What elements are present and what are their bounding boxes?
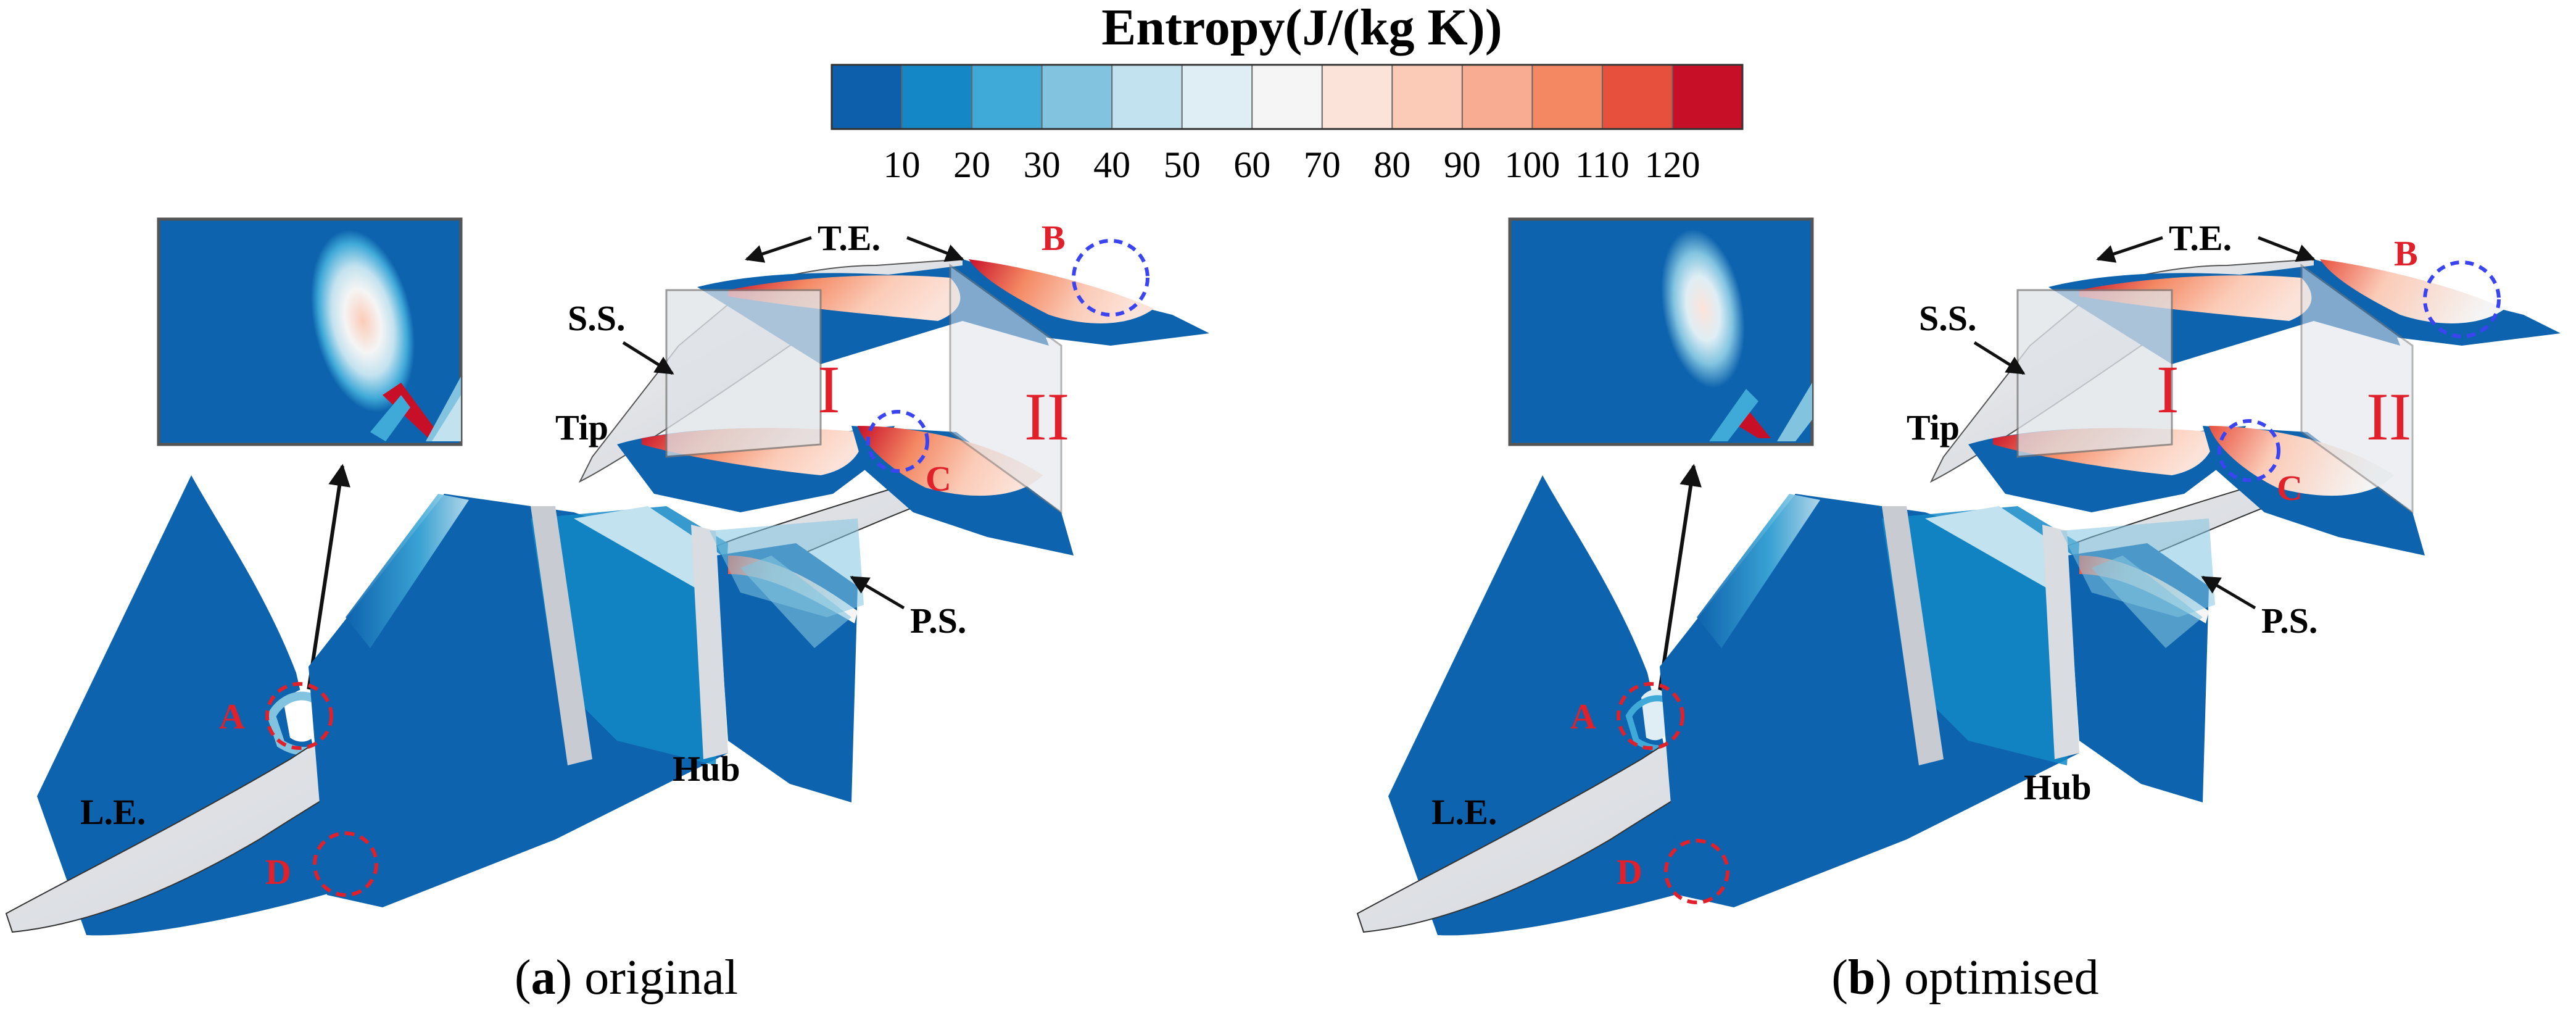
label-tip: Tip — [555, 407, 608, 447]
label-leading-edge: L.E. — [80, 792, 146, 832]
colorbar-tick-label: 40 — [1093, 144, 1130, 185]
label-tip: Tip — [1907, 407, 1960, 447]
caption-optimised: (b) optimised — [1831, 951, 2098, 1005]
colorbar-tick-label: 110 — [1575, 144, 1630, 185]
label-point-b: B — [1042, 218, 1066, 258]
colorbar-swatch — [1671, 64, 1744, 130]
label-hub: Hub — [2024, 767, 2092, 807]
panel-optimised: T.E. S.S. Tip P.S. Hub L.E. I II A D B C… — [1356, 217, 2561, 1005]
colorbar-tick-label: 50 — [1164, 144, 1201, 185]
colorbar-tick-label: 30 — [1024, 144, 1061, 185]
label-hub: Hub — [673, 749, 740, 789]
label-point-d: D — [1617, 852, 1642, 892]
highlight-circle-d — [1664, 839, 1729, 904]
blade-row-one — [2016, 289, 2173, 458]
label-suction-side: S.S. — [1919, 298, 2026, 375]
colorbar-swatch — [1181, 64, 1253, 130]
svg-text:P.S.: P.S. — [2261, 601, 2317, 641]
colorbar-tick-label: 70 — [1304, 144, 1341, 185]
label-point-a: A — [1570, 696, 1596, 736]
highlight-circle-b — [1072, 239, 1149, 317]
colorbar-frame — [830, 64, 1744, 130]
highlight-circle-c — [866, 410, 929, 473]
label-point-b: B — [2394, 233, 2418, 273]
colorbar-swatch — [1531, 64, 1604, 130]
svg-text:S.S.: S.S. — [568, 298, 626, 338]
label-suction-side: S.S. — [568, 298, 674, 375]
inset-zoom-box — [157, 217, 463, 446]
label-trailing-edge: T.E. — [745, 218, 964, 263]
colorbar-tick-label: 10 — [884, 144, 921, 185]
blade-row-two — [2300, 264, 2414, 514]
inset-zoom-box — [1508, 217, 1814, 446]
colorbar-tick-label: 120 — [1644, 144, 1700, 185]
highlight-circle-c — [2218, 419, 2280, 482]
blade-row-one — [665, 289, 822, 458]
colorbar-swatch — [901, 64, 973, 130]
label-row-one: I — [2156, 352, 2179, 427]
highlight-circle-d — [313, 831, 378, 897]
colorbar-tick-label: 100 — [1504, 144, 1560, 185]
colorbar-swatch — [971, 64, 1043, 130]
colorbar-swatch — [1111, 64, 1183, 130]
colorbar-swatch — [1461, 64, 1533, 130]
colorbar-swatch — [1601, 64, 1673, 130]
label-trailing-edge: T.E. — [2096, 218, 2316, 263]
label-row-one: I — [818, 352, 840, 427]
caption-original: (a) original — [515, 951, 738, 1005]
blade-row-two — [949, 264, 1062, 514]
highlight-circle-a — [265, 682, 333, 750]
colorbar-tick-label: 90 — [1444, 144, 1481, 185]
svg-text:P.S.: P.S. — [910, 601, 966, 641]
label-point-d: D — [265, 852, 291, 892]
svg-text:S.S.: S.S. — [1919, 298, 1977, 338]
colorbar-swatch — [1321, 64, 1393, 130]
label-leading-edge: L.E. — [1431, 792, 1497, 832]
colorbar-swatches — [831, 64, 1744, 130]
entropy-colorbar: Entropy(J/(kg K)) 10 20 30 40 50 60 70 80 90 100 1… — [830, 0, 1744, 185]
colorbar-title: Entropy(J/(kg K)) — [1101, 0, 1502, 56]
highlight-circle-b — [2423, 260, 2501, 338]
svg-text:T.E.: T.E. — [818, 218, 880, 258]
colorbar-swatch — [1041, 64, 1113, 130]
colorbar-swatch — [1391, 64, 1464, 130]
panel-original: T.E. S.S. Tip P.S. Hub L.E. I II A D B C… — [5, 217, 1209, 1005]
label-point-c: C — [2277, 468, 2303, 508]
svg-text:T.E.: T.E. — [2169, 218, 2232, 258]
label-pressure-side: P.S. — [850, 575, 966, 641]
colorbar-tick-label: 60 — [1233, 144, 1270, 185]
colorbar-swatch — [831, 64, 903, 130]
highlight-circle-a — [1617, 682, 1684, 750]
colorbar-tick-labels: 10 20 30 40 50 60 70 80 90 100 110 120 — [884, 144, 1700, 185]
label-row-two: II — [1024, 379, 1069, 454]
colorbar-swatch — [1251, 64, 1323, 130]
label-pressure-side: P.S. — [2201, 575, 2317, 641]
colorbar-tick-label: 20 — [953, 144, 990, 185]
label-row-two: II — [2366, 379, 2411, 454]
colorbar-tick-label: 80 — [1373, 144, 1410, 185]
label-point-c: C — [926, 459, 951, 499]
label-point-a: A — [219, 696, 245, 736]
